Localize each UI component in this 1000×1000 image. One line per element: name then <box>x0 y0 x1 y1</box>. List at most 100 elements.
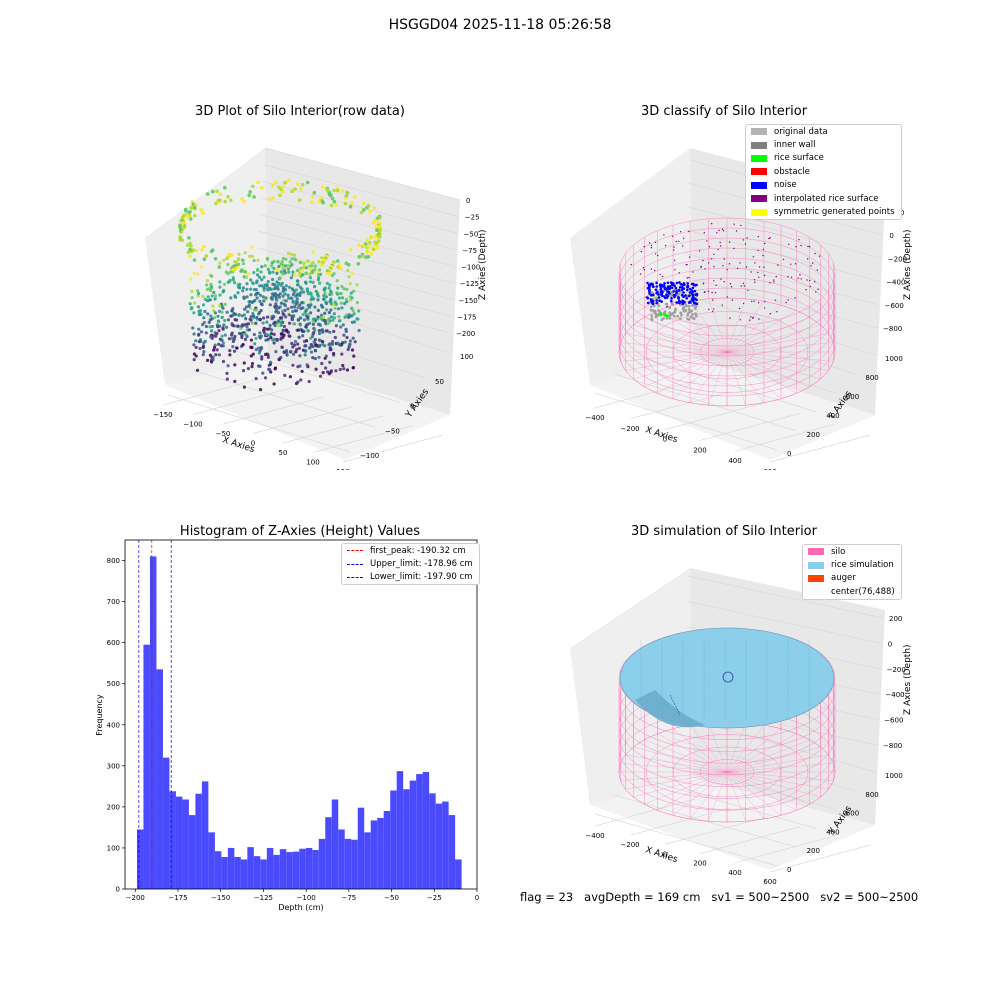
raw-z-tick-label: −125 <box>460 280 479 288</box>
interpolated-point <box>688 256 691 258</box>
raw-data-point <box>340 189 345 193</box>
interpolated-point <box>713 308 715 310</box>
raw-data-point <box>256 291 260 295</box>
interpolated-point <box>743 285 745 287</box>
raw-data-point <box>308 280 312 284</box>
raw-data-point <box>337 319 341 323</box>
interpolated-point <box>797 277 799 279</box>
interpolated-point <box>749 319 751 321</box>
raw-data-point <box>250 362 255 366</box>
simulation-3d-plot: −400 −200 0 200 400 600 0 200 400 600 800 1000 200 0 −… <box>570 568 913 886</box>
raw-data-point <box>357 328 361 333</box>
raw-data-point <box>291 270 295 274</box>
simulation-floor-pane <box>590 778 875 870</box>
raw-data-point <box>320 361 324 366</box>
raw-data-point <box>295 297 299 301</box>
interpolated-point <box>673 246 675 248</box>
original-point <box>649 308 653 312</box>
raw-data-point <box>203 309 207 314</box>
classify-silo-floor-spoke <box>726 351 765 403</box>
raw-data-point <box>317 322 321 326</box>
simulation-legend-label: silo <box>831 546 846 557</box>
sv1-value: sv1 = 500~2500 <box>711 890 810 904</box>
raw-data-point <box>218 192 222 197</box>
interpolated-point <box>762 248 765 251</box>
histogram-bar <box>364 832 371 889</box>
raw-data-point <box>350 348 355 352</box>
raw-data-point <box>292 273 297 277</box>
raw-data-point <box>198 338 203 342</box>
raw-data-point <box>262 330 266 335</box>
classify-legend-swatch <box>751 208 767 216</box>
raw-data-point <box>355 283 359 287</box>
raw-data-point <box>245 295 249 299</box>
raw-x-tick-label: 0 <box>251 440 255 448</box>
raw-data-point <box>304 349 308 353</box>
raw-data-point <box>340 296 345 300</box>
raw-data-point <box>249 354 253 358</box>
interpolated-point <box>721 228 724 230</box>
interpolated-point <box>698 250 701 252</box>
raw-data-point <box>233 379 237 383</box>
raw-data-point <box>318 281 322 285</box>
raw-data-point <box>357 243 361 247</box>
interpolated-point <box>733 247 735 250</box>
raw-data-point <box>343 301 347 306</box>
raw-data-point <box>269 287 273 291</box>
raw-x-tick-label: 50 <box>279 449 288 457</box>
simulation-plot-title: 3D simulation of Silo Interior <box>631 524 817 539</box>
raw-data-point <box>316 276 321 280</box>
raw-data-point <box>193 205 197 210</box>
sim-x-tick-label: 200 <box>693 860 706 868</box>
raw-data-point <box>350 306 354 310</box>
raw-data-point <box>341 323 345 327</box>
raw-data-point <box>242 199 247 204</box>
interpolated-point <box>650 268 653 270</box>
original-point <box>684 303 688 307</box>
interpolated-point <box>787 276 789 278</box>
noise-point <box>691 293 694 296</box>
classify-legend-label: original data <box>774 126 828 137</box>
raw-data-point <box>283 373 287 377</box>
raw-data-point <box>274 302 278 306</box>
raw-data-point <box>309 297 313 302</box>
raw-data-point <box>213 331 217 335</box>
raw-data-point <box>214 353 218 357</box>
raw-data-point <box>241 258 245 262</box>
noise-point <box>646 286 650 290</box>
raw-data-point <box>233 260 237 264</box>
raw-data-point <box>204 254 209 258</box>
raw-data-point <box>310 262 314 266</box>
noise-point <box>675 290 679 293</box>
classify-legend-swatch <box>751 195 767 203</box>
raw-data-point <box>353 195 357 199</box>
interpolated-point <box>812 262 814 264</box>
interpolated-point <box>716 232 718 234</box>
raw-data-point <box>213 316 217 320</box>
classify-z-label: Z Axies (Depth) <box>903 229 913 300</box>
classify-silo-floor-spoke <box>726 310 797 353</box>
raw-data-point <box>303 353 307 357</box>
raw-data-point <box>222 323 226 327</box>
raw-data-point <box>245 328 249 332</box>
interpolated-point <box>808 246 811 248</box>
raw-data-point <box>298 354 302 358</box>
raw-data-point <box>283 304 287 308</box>
raw-data-point <box>307 379 311 384</box>
raw-data-point <box>277 358 281 362</box>
raw-data-point <box>267 363 271 367</box>
raw-data-point <box>220 315 224 319</box>
noise-point <box>655 299 658 302</box>
raw-data-point <box>332 329 336 334</box>
raw-data-point <box>286 264 290 269</box>
raw-data-point <box>374 224 379 228</box>
raw-data-point <box>300 287 304 291</box>
raw-data-point <box>221 359 226 364</box>
raw-data-point <box>225 371 229 375</box>
raw-data-point <box>258 299 262 303</box>
raw-left-pane <box>145 148 268 385</box>
raw-data-point <box>249 315 253 319</box>
classify-legend-swatch <box>751 168 767 176</box>
raw-data-point <box>351 336 355 340</box>
raw-data-point <box>294 309 298 313</box>
